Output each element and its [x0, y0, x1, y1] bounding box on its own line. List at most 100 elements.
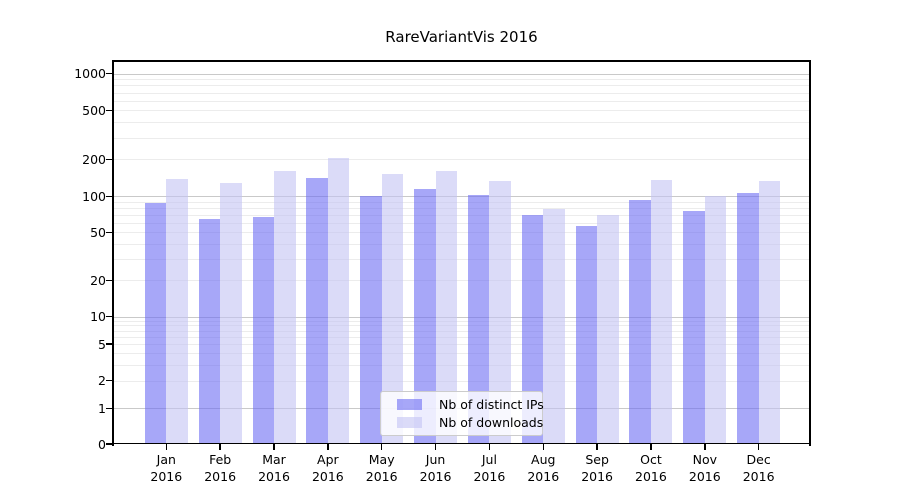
y-tick-500: [106, 109, 112, 112]
x-tick-may: [380, 444, 383, 450]
gridline-minor-2: [113, 380, 810, 382]
bar-downloads-aug: [543, 208, 565, 444]
x-tick-label-dec: Dec 2016: [742, 452, 775, 484]
gridline-major-1000: [113, 73, 810, 75]
x-tick-mar: [273, 444, 275, 450]
axis-spine-left: [112, 60, 114, 446]
legend-label-downloads: Nb of downloads: [439, 415, 544, 430]
gridline-minor-3: [113, 364, 810, 366]
bar-ips-dec: [737, 192, 759, 444]
bar-downloads-dec: [758, 180, 781, 444]
y-tick-200: [106, 158, 112, 161]
y-tick-20: [106, 279, 112, 282]
gridline-minor-20: [113, 280, 810, 282]
y-tick-50: [106, 231, 112, 234]
x-tick-label-jul: Jul 2016: [473, 452, 506, 484]
bar-downloads-jul: [489, 180, 511, 444]
bar-downloads-may: [381, 174, 404, 444]
y-tick-5: [106, 343, 112, 345]
x-tick-nov: [704, 444, 706, 450]
gridline-minor-300: [113, 137, 810, 139]
bar-ips-sep: [575, 225, 598, 444]
x-tick-label-jun: Jun 2016: [419, 452, 452, 484]
bar-ips-oct: [629, 200, 651, 444]
bar-downloads-jun: [435, 170, 458, 444]
x-tick-feb: [219, 444, 221, 450]
bar-downloads-apr: [327, 157, 350, 444]
legend-swatch-distinct-ips: [397, 399, 422, 410]
x-tick-jun: [434, 444, 437, 450]
gridline-minor-8: [113, 325, 810, 327]
y-tick-100: [106, 195, 112, 198]
x-tick-label-mar: Mar 2016: [258, 452, 290, 484]
gridline-minor-700: [113, 92, 810, 94]
gridline-minor-30: [113, 259, 810, 261]
x-tick-jan: [165, 444, 168, 450]
gridline-minor-6: [113, 336, 810, 338]
gridline-minor-4: [113, 353, 810, 355]
bar-ips-nov: [683, 211, 705, 444]
gridline-minor-5: [113, 344, 810, 346]
gridline-minor-900: [113, 79, 810, 81]
x-tick-aug: [542, 444, 544, 450]
bar-ips-jan: [144, 202, 167, 444]
x-tick-apr: [327, 444, 329, 450]
y-tick-label-1: 1: [98, 400, 106, 416]
x-tick-label-sep: Sep 2016: [581, 452, 613, 484]
gridline-minor-50: [113, 232, 810, 234]
bar-ips-feb: [198, 218, 221, 444]
chart-title: RareVariantVis 2016: [385, 28, 538, 46]
legend-swatch-downloads: [397, 417, 422, 428]
x-tick-label-jan: Jan 2016: [150, 452, 183, 484]
axis-spine-right: [809, 60, 811, 446]
x-tick-oct: [650, 444, 652, 450]
y-tick-label-50: 50: [90, 224, 106, 240]
bar-ips-apr: [306, 177, 328, 444]
y-tick-label-2: 2: [98, 373, 106, 389]
gridline-major-100: [113, 196, 810, 198]
y-tick-1: [106, 407, 112, 410]
bar-ips-aug: [521, 214, 544, 444]
y-tick-0: [106, 443, 112, 445]
x-tick-jul: [488, 444, 491, 450]
gridline-minor-80: [113, 207, 810, 209]
gridline-minor-800: [113, 85, 810, 87]
bar-downloads-nov: [704, 195, 727, 444]
bar-downloads-jan: [166, 179, 188, 444]
axis-spine-top: [112, 60, 811, 62]
bar-ips-jul: [467, 194, 490, 444]
legend-item-distinct-ips: Nb of distinct IPs: [381, 397, 544, 412]
bar-ips-may: [360, 195, 382, 444]
bar-ips-mar: [252, 217, 274, 444]
x-tick-dec: [757, 444, 760, 450]
gridline-minor-200: [113, 159, 810, 161]
y-tick-label-10: 10: [90, 309, 106, 324]
y-tick-label-200: 200: [82, 151, 106, 167]
y-tick-2: [106, 379, 112, 382]
y-tick-label-0: 0: [98, 436, 106, 452]
gridline-minor-400: [113, 122, 810, 124]
bar-ips-jun: [414, 189, 436, 444]
y-tick-label-500: 500: [82, 102, 106, 118]
legend-item-downloads: Nb of downloads: [381, 415, 544, 430]
bar-downloads-mar: [274, 170, 296, 444]
x-tick-sep: [596, 444, 598, 450]
x-tick-label-nov: Nov 2016: [688, 452, 721, 484]
y-tick-label-1000: 1000: [74, 66, 106, 81]
axis-spine-bottom: [112, 442, 811, 444]
gridline-minor-9: [113, 320, 810, 322]
gridline-minor-7: [113, 330, 810, 332]
gridline-minor-40: [113, 244, 810, 246]
bar-downloads-sep: [597, 214, 619, 444]
y-tick-label-100: 100: [82, 188, 106, 204]
bar-downloads-oct: [650, 179, 673, 444]
y-tick-label-5: 5: [98, 336, 106, 352]
x-tick-label-feb: Feb 2016: [204, 452, 237, 484]
legend-label-distinct-ips: Nb of distinct IPs: [439, 397, 544, 412]
x-tick-label-aug: Aug 2016: [527, 452, 560, 484]
gridline-minor-90: [113, 201, 810, 203]
y-tick-10: [106, 315, 112, 318]
x-tick-label-apr: Apr 2016: [311, 452, 344, 484]
gridline-minor-500: [113, 110, 810, 112]
